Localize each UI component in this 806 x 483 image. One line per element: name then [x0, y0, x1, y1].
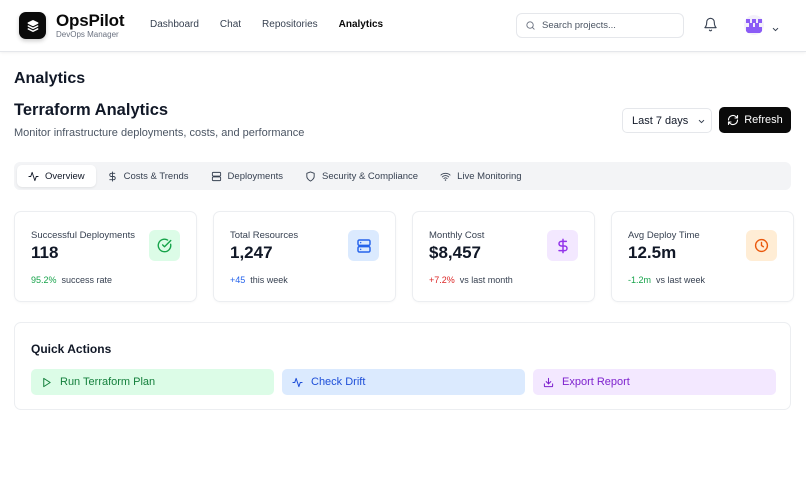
stats-cards: Successful Deployments 118 95.2% success …: [14, 211, 794, 302]
tab-costs-trends[interactable]: Costs & Trends: [96, 165, 200, 187]
export-report-button[interactable]: Export Report: [533, 369, 776, 395]
search-input[interactable]: [542, 20, 672, 31]
stat-delta: 95.2%: [31, 275, 57, 285]
tab-live-monitoring[interactable]: Live Monitoring: [429, 165, 532, 187]
nav-analytics[interactable]: Analytics: [338, 19, 384, 30]
chevron-down-icon: [772, 27, 779, 32]
stat-value: $8,457: [429, 243, 481, 262]
stat-delta-text: success rate: [61, 275, 113, 285]
stat-footer: 95.2% success rate: [31, 275, 112, 285]
stat-footer: +45 this week: [230, 275, 288, 285]
user-avatar-icon: [746, 19, 762, 33]
top-header: OpsPilot DevOps Manager Dashboard Chat R…: [0, 0, 806, 52]
quick-actions-panel: Quick Actions Run Terraform Plan Check D…: [14, 322, 791, 410]
avatar[interactable]: [744, 15, 764, 35]
bell-icon: [704, 17, 717, 32]
shield-icon: [306, 170, 315, 182]
stat-label: Total Resources: [230, 230, 299, 241]
logo[interactable]: [19, 12, 46, 39]
tab-deployments[interactable]: Deployments: [200, 165, 294, 187]
tab-label: Live Monitoring: [457, 170, 522, 182]
dollar-icon: [108, 170, 116, 182]
stat-delta-text: vs last week: [656, 275, 706, 285]
tab-label: Security & Compliance: [322, 170, 419, 182]
refresh-icon: [728, 114, 739, 126]
page-title: Terraform Analytics: [14, 101, 169, 119]
stat-value: 1,247: [230, 243, 273, 262]
stat-card-monthly-cost: Monthly Cost $8,457 +7.2% vs last month: [412, 211, 595, 302]
refresh-button[interactable]: Refresh: [719, 107, 791, 133]
layers-icon: [27, 19, 38, 32]
wifi-icon: [440, 172, 451, 181]
user-menu-toggle[interactable]: [771, 21, 780, 39]
dollar-icon: [557, 238, 568, 253]
nav-repositories[interactable]: Repositories: [262, 19, 318, 30]
search-icon: [526, 21, 535, 30]
quick-actions-title: Quick Actions: [31, 342, 112, 356]
brand: OpsPilot DevOps Manager: [56, 11, 125, 40]
quick-actions-buttons: Run Terraform Plan Check Drift Export Re…: [31, 369, 776, 395]
stat-delta: +7.2%: [429, 275, 455, 285]
activity-icon: [292, 377, 303, 387]
server-icon: [356, 238, 371, 253]
stat-card-avg-deploy-time: Avg Deploy Time 12.5m -1.2m vs last week: [611, 211, 794, 302]
stat-footer: -1.2m vs last week: [628, 275, 705, 285]
page-subtitle: Monitor infrastructure deployments, cost…: [14, 127, 305, 139]
play-icon: [43, 377, 51, 387]
stat-delta-text: vs last month: [459, 275, 513, 285]
button-label: Export Report: [562, 376, 630, 388]
stat-icon-box: [746, 230, 777, 261]
stat-label: Avg Deploy Time: [628, 230, 700, 241]
stat-label: Monthly Cost: [429, 230, 485, 241]
check-drift-button[interactable]: Check Drift: [282, 369, 525, 395]
analytics-tabs: Overview Costs & Trends Deployments Secu…: [14, 162, 791, 190]
stat-value: 118: [31, 243, 59, 262]
button-label: Run Terraform Plan: [60, 376, 156, 388]
date-range-select[interactable]: Last 7 days: [622, 108, 712, 133]
brand-name: OpsPilot: [56, 11, 125, 30]
tab-label: Overview: [45, 170, 85, 182]
check-circle-icon: [157, 238, 172, 253]
stat-icon-box: [149, 230, 180, 261]
stat-footer: +7.2% vs last month: [429, 275, 513, 285]
page-heading: Analytics: [14, 70, 86, 87]
stat-delta-text: this week: [250, 275, 288, 285]
stat-card-total-resources: Total Resources 1,247 +45 this week: [213, 211, 396, 302]
run-terraform-plan-button[interactable]: Run Terraform Plan: [31, 369, 274, 395]
activity-icon: [28, 171, 39, 181]
clock-icon: [754, 238, 769, 253]
tab-label: Costs & Trends: [123, 170, 189, 182]
chevron-down-icon: [698, 119, 705, 124]
stat-icon-box: [547, 230, 578, 261]
date-range-value: Last 7 days: [632, 114, 689, 127]
notifications-button[interactable]: [703, 17, 718, 37]
tab-security-compliance[interactable]: Security & Compliance: [294, 165, 429, 187]
nav-dashboard[interactable]: Dashboard: [150, 19, 199, 30]
refresh-label: Refresh: [744, 114, 783, 126]
stat-value: 12.5m: [628, 243, 677, 262]
brand-subtitle: DevOps Manager: [56, 30, 119, 39]
button-label: Check Drift: [311, 376, 366, 388]
main-nav: Dashboard Chat Repositories Analytics: [150, 19, 404, 30]
stat-delta: -1.2m: [628, 275, 652, 285]
stat-label: Successful Deployments: [31, 230, 136, 241]
tab-label: Deployments: [227, 170, 283, 182]
stat-card-successful-deployments: Successful Deployments 118 95.2% success …: [14, 211, 197, 302]
search-box[interactable]: [516, 13, 684, 38]
nav-chat[interactable]: Chat: [219, 19, 242, 30]
stat-delta: +45: [230, 275, 246, 285]
tab-overview[interactable]: Overview: [17, 165, 96, 187]
stat-icon-box: [348, 230, 379, 261]
download-icon: [543, 377, 554, 387]
server-icon: [211, 171, 221, 181]
